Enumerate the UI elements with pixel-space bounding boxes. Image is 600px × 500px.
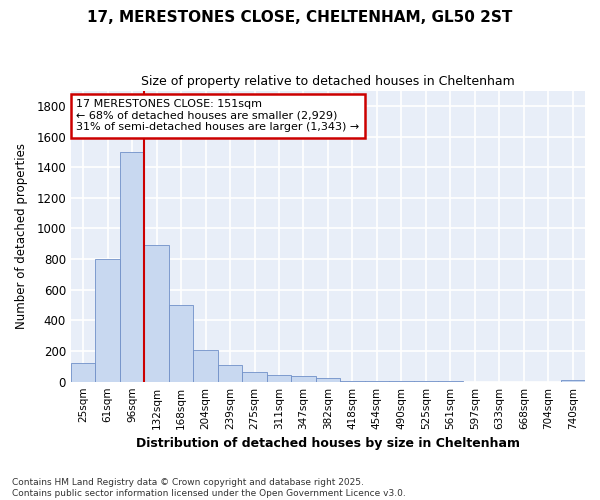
Bar xyxy=(365,381,389,382)
Bar xyxy=(316,378,340,382)
Bar xyxy=(120,152,145,382)
Bar xyxy=(340,381,365,382)
Text: 17 MERESTONES CLOSE: 151sqm
← 68% of detached houses are smaller (2,929)
31% of : 17 MERESTONES CLOSE: 151sqm ← 68% of det… xyxy=(76,100,359,132)
Bar xyxy=(560,380,585,382)
Title: Size of property relative to detached houses in Cheltenham: Size of property relative to detached ho… xyxy=(141,75,515,88)
Bar xyxy=(169,305,193,382)
Bar xyxy=(193,350,218,382)
Bar xyxy=(145,246,169,382)
Bar xyxy=(95,259,120,382)
Bar xyxy=(267,375,291,382)
Bar xyxy=(242,372,267,382)
Bar xyxy=(218,365,242,382)
Text: Contains HM Land Registry data © Crown copyright and database right 2025.
Contai: Contains HM Land Registry data © Crown c… xyxy=(12,478,406,498)
Bar xyxy=(291,376,316,382)
X-axis label: Distribution of detached houses by size in Cheltenham: Distribution of detached houses by size … xyxy=(136,437,520,450)
Bar xyxy=(71,364,95,382)
Y-axis label: Number of detached properties: Number of detached properties xyxy=(15,143,28,329)
Text: 17, MERESTONES CLOSE, CHELTENHAM, GL50 2ST: 17, MERESTONES CLOSE, CHELTENHAM, GL50 2… xyxy=(88,10,512,25)
